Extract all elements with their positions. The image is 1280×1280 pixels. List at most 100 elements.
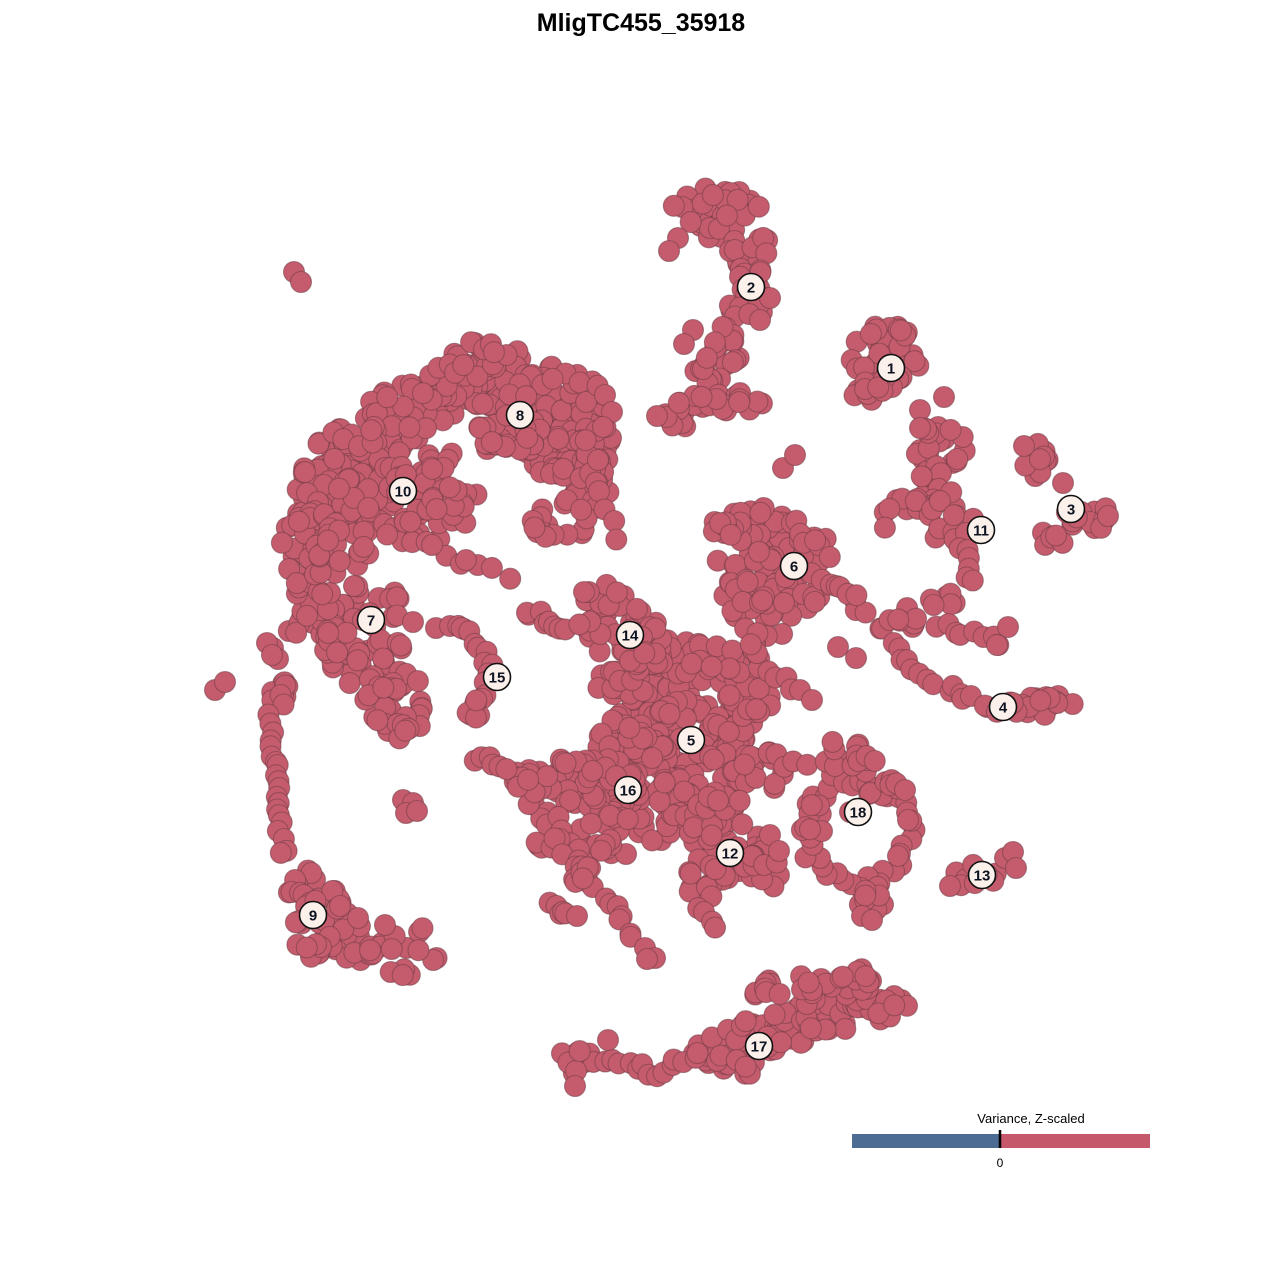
cluster-label-18: 18 (843, 797, 873, 827)
cluster-label-number: 11 (973, 522, 989, 539)
data-point (739, 633, 762, 656)
cluster-10-points (270, 373, 522, 606)
data-point (480, 556, 503, 579)
data-point (922, 593, 945, 617)
cluster-label-number: 1 (887, 360, 895, 377)
cluster-label-number: 9 (309, 907, 317, 924)
data-point (859, 322, 882, 345)
data-point (672, 780, 696, 803)
data-point (272, 693, 295, 716)
cluster-label-badge (356, 605, 386, 635)
data-point (768, 982, 791, 1006)
cluster-label-number: 6 (790, 558, 798, 575)
data-point (572, 580, 596, 604)
data-point (289, 270, 313, 294)
data-point (405, 799, 429, 823)
data-point (831, 965, 854, 988)
data-point (581, 759, 604, 783)
data-point (667, 391, 690, 414)
legend-bar-negative (852, 1134, 1000, 1148)
cluster-8-points (399, 331, 628, 551)
data-point (867, 376, 890, 399)
data-point (421, 457, 444, 480)
data-point (734, 1055, 757, 1078)
data-point (452, 354, 475, 377)
cluster-label-16: 16 (613, 775, 643, 805)
data-point (559, 789, 582, 812)
data-point (932, 385, 956, 409)
data-point (465, 689, 488, 712)
legend-bar-positive (1000, 1134, 1150, 1148)
data-point (728, 391, 751, 414)
data-point (625, 597, 649, 620)
data-point (767, 839, 791, 863)
data-point (799, 1017, 822, 1040)
cluster-label-number: 14 (622, 627, 639, 644)
data-point (571, 867, 594, 890)
data-point (826, 635, 850, 659)
data-point (579, 812, 603, 835)
data-point (648, 790, 671, 813)
data-point (360, 419, 383, 442)
data-point (482, 341, 505, 364)
cluster-label-number: 17 (751, 1038, 768, 1055)
cluster-label-3: 3 (1056, 494, 1086, 524)
data-point (747, 540, 770, 563)
data-point (910, 465, 933, 488)
cluster-label-13: 13 (967, 860, 997, 890)
data-point (728, 789, 751, 812)
data-point (317, 621, 340, 644)
data-point (715, 204, 738, 227)
cluster-label-number: 8 (516, 407, 524, 424)
data-point (287, 510, 310, 533)
data-point (270, 531, 293, 554)
data-point (454, 548, 478, 572)
cluster-label-17: 17 (744, 1031, 774, 1061)
data-point (653, 771, 676, 794)
data-point (565, 904, 589, 928)
cluster-label-badge (676, 725, 706, 755)
cluster-label-12: 12 (715, 838, 745, 868)
cluster-label-badge (613, 775, 643, 805)
data-point (568, 613, 591, 636)
data-point (1029, 689, 1052, 712)
data-point (985, 633, 1009, 657)
data-point (618, 716, 641, 739)
data-point (878, 497, 901, 520)
data-point (679, 211, 702, 234)
data-point (352, 535, 375, 558)
data-point (938, 874, 962, 898)
data-point (686, 1042, 709, 1065)
data-point (690, 385, 713, 408)
data-point (798, 818, 822, 841)
data-point (342, 574, 366, 598)
data-point (672, 332, 696, 356)
cluster-18-points (790, 730, 926, 932)
cluster-label-4: 4 (988, 692, 1018, 722)
data-point (1028, 448, 1052, 471)
scatter-points-layer (203, 177, 1120, 1098)
data-point (327, 477, 351, 500)
cluster-label-15: 15 (482, 662, 512, 692)
data-point (406, 670, 429, 693)
cluster-label-badge (967, 860, 997, 890)
cluster-label-11: 11 (966, 515, 996, 545)
cluster-label-number: 5 (687, 732, 695, 749)
cluster-label-number: 2 (747, 279, 755, 296)
data-point (860, 908, 884, 932)
data-point (391, 964, 414, 987)
cluster-label-badge (966, 515, 996, 545)
data-point (854, 884, 877, 907)
data-point (996, 615, 1020, 639)
data-point (295, 604, 319, 627)
data-point (372, 647, 395, 670)
cluster-12-points (674, 781, 791, 939)
cluster-label-number: 18 (850, 804, 867, 821)
data-point (763, 772, 786, 795)
data-point (269, 841, 292, 864)
data-point (401, 610, 425, 634)
data-point (887, 608, 910, 631)
data-point (749, 501, 772, 524)
cluster-label-badge (715, 838, 745, 868)
data-point (745, 698, 768, 721)
